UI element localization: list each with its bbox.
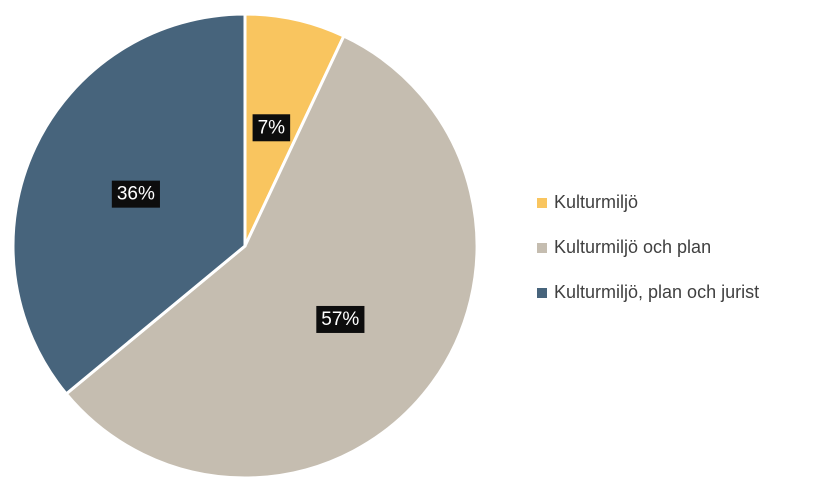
data-label: 36% [111, 180, 160, 208]
data-label-text: 7% [258, 117, 286, 138]
legend-label: Kulturmiljö [554, 192, 638, 212]
legend-label: Kulturmiljö, plan och jurist [554, 282, 759, 302]
legend-swatch [537, 243, 547, 253]
data-label: 7% [252, 114, 291, 142]
legend-swatch [537, 288, 547, 298]
data-label: 57% [316, 305, 365, 333]
data-label-text: 36% [117, 184, 155, 205]
data-label-box [111, 180, 160, 208]
legend-label: Kulturmiljö och plan [554, 237, 711, 257]
pie-slice [64, 34, 479, 477]
data-label-box [316, 305, 365, 333]
pie-slice [243, 12, 346, 247]
data-label-box [252, 114, 291, 142]
legend-swatch [537, 198, 547, 208]
data-label-text: 57% [321, 309, 359, 330]
